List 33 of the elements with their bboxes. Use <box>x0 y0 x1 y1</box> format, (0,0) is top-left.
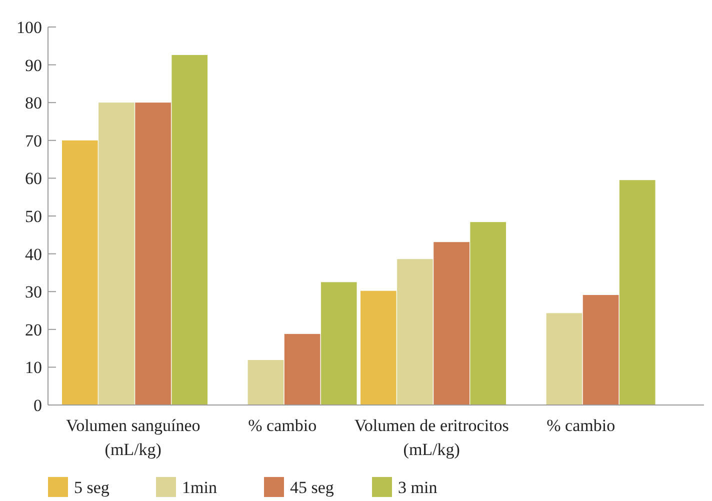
legend-label: 3 min <box>398 478 438 497</box>
bar <box>397 259 433 405</box>
y-tick-label: 10 <box>25 358 42 378</box>
y-tick-label: 30 <box>25 282 42 302</box>
y-tick-label: 50 <box>25 206 42 226</box>
bar <box>434 242 470 405</box>
bar <box>619 180 656 405</box>
bar <box>172 54 208 405</box>
y-tick-label: 100 <box>16 18 42 37</box>
y-tick-label: 60 <box>25 169 42 188</box>
bar <box>582 295 619 405</box>
y-tick-label: 80 <box>25 94 42 113</box>
bar <box>470 222 506 405</box>
y-tick-label: 0 <box>34 396 42 415</box>
x-tick-label: Volumen sanguíneo (mL/kg) <box>66 416 200 459</box>
legend-label: 45 seg <box>290 478 334 497</box>
legend-label: 1min <box>182 478 218 497</box>
y-tick-label: 20 <box>25 320 42 340</box>
bar <box>135 102 171 405</box>
bar <box>248 360 284 405</box>
x-tick-label: Volumen de eritrocitos (mL/kg) <box>354 416 509 459</box>
bar <box>98 102 134 405</box>
y-tick-label: 40 <box>25 244 42 264</box>
bar <box>320 282 357 405</box>
y-tick-label: 70 <box>25 131 42 150</box>
bar <box>62 140 98 405</box>
y-tick-label: 90 <box>25 56 42 75</box>
bar <box>360 290 396 405</box>
legend-label: 5 seg <box>74 478 110 497</box>
x-tick-label: % cambio <box>546 416 616 435</box>
bar <box>284 334 320 405</box>
bar <box>546 313 582 405</box>
x-tick-label: % cambio <box>248 416 317 435</box>
